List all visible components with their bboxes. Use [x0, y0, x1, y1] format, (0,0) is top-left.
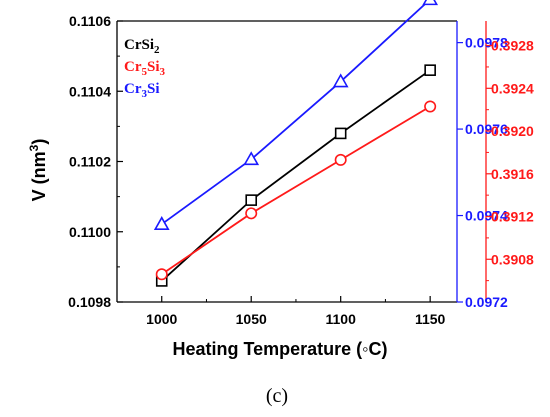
legend-entry: CrSi2 [124, 37, 160, 56]
axis-ticks: 1000 1050 1100 1150 0.1098 0.1100 0.1102 0.1104… [68, 13, 534, 327]
red-tick-label: 0.3920 [491, 123, 534, 139]
data-point-square [424, 64, 436, 76]
legend-entry: Cr5Si3 [124, 59, 166, 78]
blue-tick-label: 0.0978 [465, 35, 508, 51]
red-tick-label: 0.3924 [491, 80, 534, 96]
data-point-square [334, 127, 347, 140]
plot-frame [116, 20, 487, 303]
blue-tick-label: 0.0974 [465, 208, 508, 224]
left-tick-label: 0.1102 [69, 154, 111, 170]
data-point-triangle [422, 0, 439, 6]
data-point-triangle [332, 73, 349, 88]
x-tick-label: 1050 [236, 311, 267, 327]
red-tick-label: 0.3928 [491, 38, 534, 54]
legend-entry: Cr3Si [124, 81, 160, 100]
data-point-circle [245, 207, 258, 220]
red-tick-label: 0.3908 [491, 251, 534, 267]
x-tick-label: 1100 [325, 311, 356, 327]
left-tick-label: 0.1104 [69, 83, 111, 99]
figure-caption: (c) [266, 385, 288, 407]
legend: CrSi2 Cr5Si3 Cr3Si [124, 37, 166, 100]
series-layer [153, 0, 439, 287]
blue-tick-label: 0.0972 [465, 294, 508, 310]
data-point-triangle [153, 216, 170, 230]
left-tick-label: 0.1106 [69, 13, 111, 29]
data-point-circle [334, 153, 347, 166]
y-axis-title: V (nm3) [27, 139, 49, 202]
red-tick-label: 0.3912 [491, 209, 534, 225]
data-point-circle [424, 100, 437, 113]
data-point-triangle [243, 151, 260, 166]
left-tick-label: 0.1100 [69, 224, 111, 240]
series-line [161, 69, 431, 282]
blue-tick-label: 0.0976 [465, 121, 508, 137]
left-tick-label: 0.1098 [68, 294, 111, 310]
red-tick-label: 0.3916 [491, 166, 534, 182]
x-axis-title: Heating Temperature (◦C) [172, 339, 387, 359]
data-point-square [245, 194, 258, 206]
data-point-circle [155, 268, 168, 281]
series-line [161, 105, 431, 275]
series-line [161, 0, 431, 225]
x-tick-label: 1000 [146, 311, 177, 327]
x-tick-label: 1150 [415, 311, 446, 327]
